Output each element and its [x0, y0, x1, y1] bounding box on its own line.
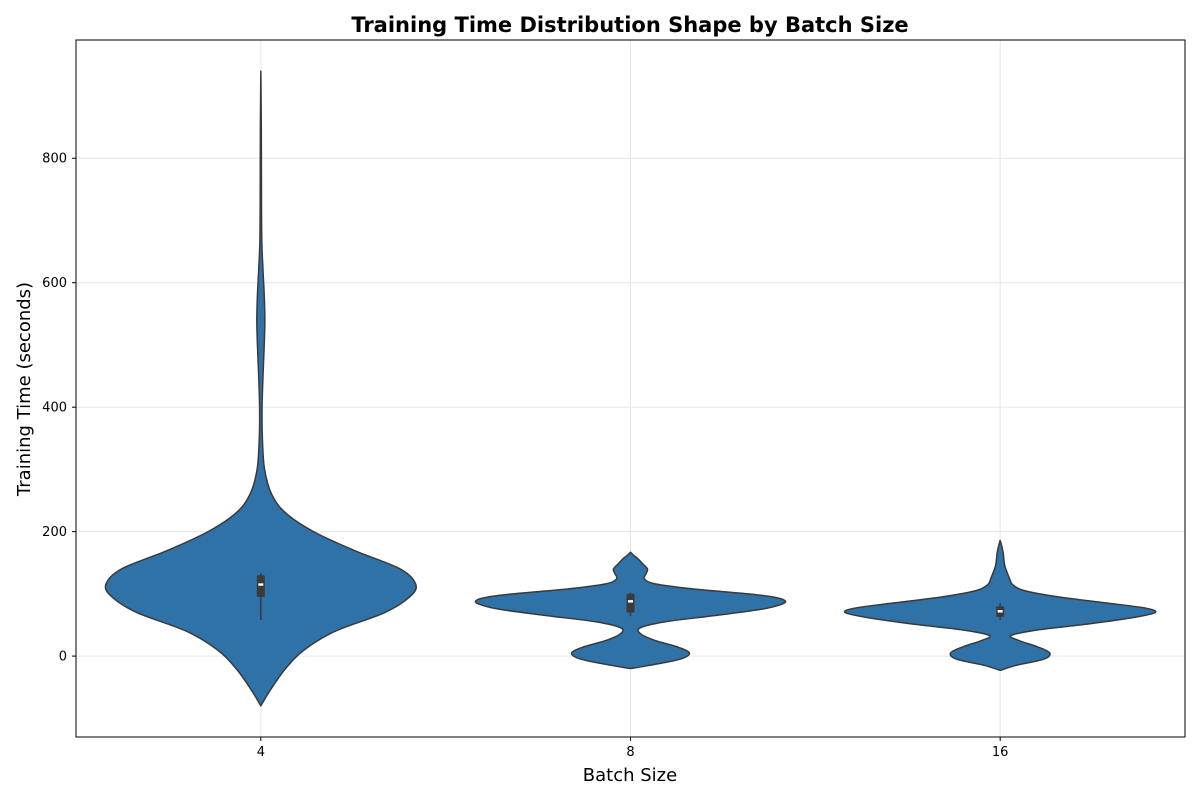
ticks: 0 200 400 600 800 4 8 16	[42, 152, 1008, 760]
violin-iqr-box	[626, 593, 635, 613]
violin-median-marker	[628, 600, 633, 603]
violin-16	[843, 539, 1157, 672]
violin-median-marker	[258, 583, 264, 586]
x-axis-label: Batch Size	[583, 765, 677, 786]
y-axis-label: Training Time (seconds)	[14, 282, 35, 497]
x-tick-label: 16	[992, 745, 1009, 760]
violin-8	[474, 551, 787, 670]
y-tick-label: 0	[59, 650, 67, 665]
y-tick-label: 200	[42, 525, 67, 540]
violins	[104, 70, 1157, 707]
violin-4	[104, 70, 417, 707]
y-tick-label: 400	[42, 401, 67, 416]
y-tick-label: 600	[42, 276, 67, 291]
x-tick-label: 4	[257, 745, 265, 760]
y-tick-label: 800	[42, 152, 67, 167]
chart-title: Training Time Distribution Shape by Batc…	[351, 13, 908, 37]
violin-body	[104, 70, 417, 707]
violin-median-marker	[997, 610, 1003, 613]
violin-iqr-box	[256, 575, 265, 597]
x-tick-label: 8	[626, 745, 634, 760]
